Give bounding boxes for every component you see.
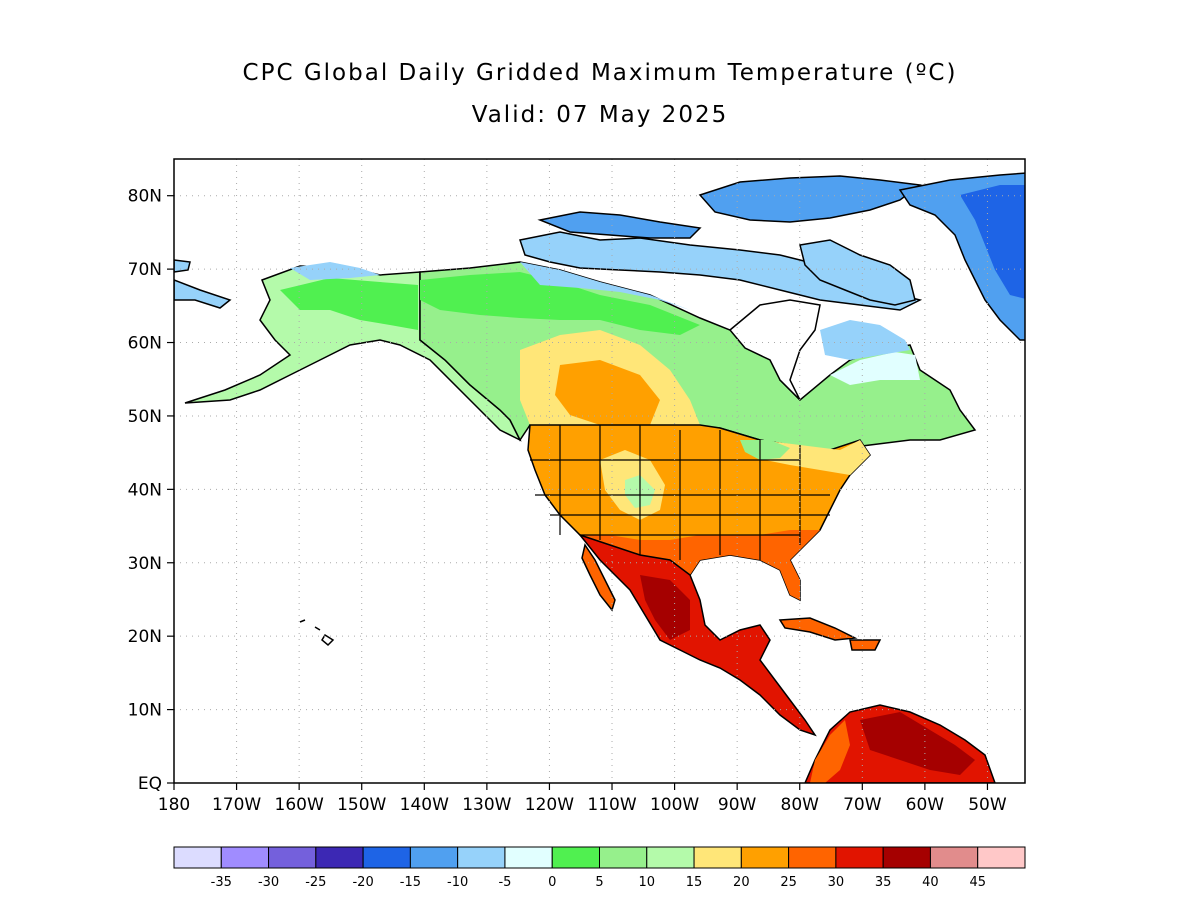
- lat-label: 50N: [128, 407, 162, 427]
- land-alaska-north-blue: [290, 262, 380, 280]
- land-alaska-green: [280, 278, 418, 330]
- colorbar-label: 25: [780, 875, 797, 890]
- colorbar-labels: -35 -30 -25 -20 -15 -10 -5 0 5 10 15 20 25 30 35 40 45: [211, 875, 986, 890]
- colorbar-swatch: [599, 846, 648, 869]
- colorbar-label: -15: [400, 875, 421, 890]
- lat-label: 80N: [128, 187, 162, 207]
- colorbar-label: 35: [875, 875, 892, 890]
- colorbar-swatch: [220, 846, 270, 869]
- colorbar-swatch: [268, 846, 317, 869]
- colorbar-swatch: [504, 846, 553, 869]
- lon-label: 110W: [587, 795, 636, 815]
- lon-label: 170W: [212, 795, 261, 815]
- colorbar-swatch: [173, 846, 222, 869]
- grid-lines: [174, 159, 1025, 783]
- colorbar-label: -35: [211, 875, 232, 890]
- lon-label: 90W: [718, 795, 757, 815]
- map-title: CPC Global Daily Gridded Maximum Tempera…: [242, 60, 958, 86]
- lat-label: EQ: [138, 774, 162, 794]
- lat-label: 60N: [128, 334, 162, 354]
- hudson-bay: [728, 299, 821, 401]
- map-area: [174, 172, 1025, 783]
- land-ellesmere: [698, 175, 922, 223]
- land-hispaniola: [849, 639, 882, 651]
- colorbar-swatch: [740, 846, 790, 869]
- colorbar-swatch: [457, 846, 506, 869]
- lat-label: 20N: [128, 627, 162, 647]
- land-mexico-darkred: [640, 575, 690, 640]
- axis-ticks: [167, 195, 989, 790]
- lon-label: 160W: [275, 795, 324, 815]
- land-greenland-core: [960, 185, 1025, 299]
- lon-label: 60W: [906, 795, 945, 815]
- lon-label: 50W: [968, 795, 1007, 815]
- lat-label: 40N: [128, 480, 162, 500]
- land-venezuela-darkred: [860, 712, 975, 775]
- colorbar-swatch: [315, 846, 364, 869]
- colorbar-label: 45: [969, 875, 986, 890]
- lon-label: 130W: [462, 795, 511, 815]
- land-islands-mid: [537, 211, 702, 239]
- colorbar: [173, 846, 1026, 869]
- colorbar-swatch: [551, 846, 601, 869]
- lat-labels: 80N 70N 60N 50N 40N 30N 20N 10N EQ: [128, 187, 162, 794]
- map-frame: [173, 158, 1026, 784]
- land-canada-arctic-blue: [520, 262, 690, 310]
- lon-label: 180: [158, 795, 190, 815]
- colorbar-label: 15: [686, 875, 703, 890]
- lat-label: 70N: [128, 260, 162, 280]
- land-andes-orange: [810, 720, 850, 783]
- colorbar-label: 0: [548, 875, 556, 890]
- colorbar-swatch: [409, 846, 459, 869]
- colorbar-swatch: [362, 846, 411, 869]
- state-borders: [530, 425, 830, 560]
- lon-label: 80W: [781, 795, 820, 815]
- colorbar-label: 5: [595, 875, 603, 890]
- map-subtitle: Valid: 07 May 2025: [471, 102, 729, 128]
- lat-label: 30N: [128, 554, 162, 574]
- land-siberia-tip: [174, 259, 232, 309]
- colorbar-label: -5: [498, 875, 511, 890]
- colorbar-label: 20: [733, 875, 750, 890]
- colorbar-swatch: [977, 846, 1026, 869]
- lon-label: 100W: [650, 795, 699, 815]
- land-baffin: [799, 239, 916, 306]
- land-canada-prairie-orange: [555, 360, 660, 425]
- colorbar-label: -30: [258, 875, 279, 890]
- lon-labels: 180 170W 160W 150W 140W 130W 120W 110W 100W 90W 80…: [158, 795, 1007, 815]
- colorbar-label: 40: [922, 875, 939, 890]
- land-canada-north-green: [420, 272, 700, 335]
- land-mexico: [577, 533, 817, 737]
- land-great-lakes-green: [740, 440, 790, 460]
- colorbar-label: -10: [447, 875, 468, 890]
- colorbar-label: -20: [352, 875, 373, 890]
- lon-label: 150W: [337, 795, 386, 815]
- colorbar-swatch: [788, 846, 837, 869]
- land-quebec-cool: [830, 352, 920, 385]
- colorbar-swatch: [882, 846, 931, 869]
- lon-label: 140W: [400, 795, 449, 815]
- colorbar-label: 30: [828, 875, 845, 890]
- colorbar-label: 10: [639, 875, 656, 890]
- lon-label: 120W: [525, 795, 574, 815]
- land-hawaii: [299, 619, 335, 647]
- colorbar-swatch: [929, 846, 979, 869]
- land-labrador-blue: [820, 320, 910, 360]
- colorbar-swatch: [835, 846, 884, 869]
- land-cuba: [778, 617, 858, 641]
- colorbar-swatch: [693, 846, 742, 869]
- colorbar-label: -25: [305, 875, 326, 890]
- colorbar-swatch: [646, 846, 695, 869]
- lon-label: 70W: [843, 795, 882, 815]
- lat-label: 10N: [128, 701, 162, 721]
